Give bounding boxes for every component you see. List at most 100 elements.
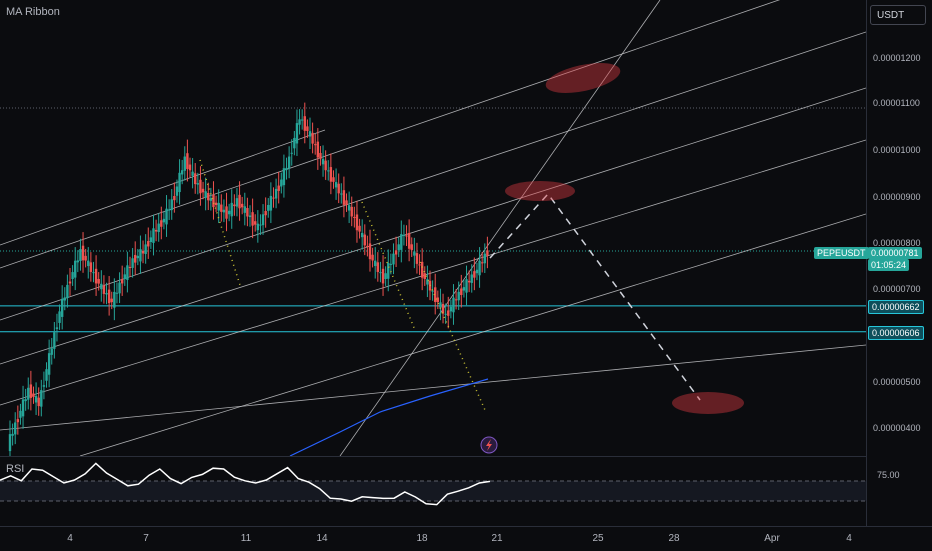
candle-body — [256, 223, 260, 231]
candle-body — [235, 198, 239, 207]
candle-body — [397, 244, 400, 251]
rsi-tick: 75.00 — [877, 470, 900, 480]
candle-body — [131, 258, 134, 268]
candle-body — [194, 173, 197, 185]
chart-annotations[interactable] — [199, 57, 744, 457]
main-chart-svg[interactable] — [0, 0, 867, 464]
candle-body — [100, 283, 103, 290]
candle-body — [447, 310, 450, 316]
price-tick: 0.00000400 — [873, 423, 921, 433]
candle-body — [269, 195, 273, 211]
candle-body — [230, 202, 233, 217]
candle-body — [449, 306, 453, 312]
candle-body — [332, 177, 335, 182]
time-axis[interactable]: 4 7 11 14 18 21 25 28 Apr 4 — [0, 526, 932, 551]
candle-body — [102, 285, 106, 294]
candle-body — [34, 395, 38, 403]
rsi-title[interactable]: RSI — [6, 463, 25, 475]
candle-body — [92, 272, 95, 274]
yellow-dotted-line — [361, 201, 416, 331]
candle-body — [220, 204, 223, 212]
candle-body — [327, 170, 330, 172]
candle-body — [21, 399, 25, 417]
candle-body — [110, 298, 113, 303]
highlight-ellipse — [505, 181, 575, 201]
candle-body — [384, 273, 387, 279]
candle-body — [431, 290, 434, 292]
candle-body — [60, 298, 64, 317]
candle-body — [298, 119, 301, 125]
candle-body — [444, 313, 447, 315]
candle-body — [277, 185, 280, 191]
candle-body — [152, 228, 155, 243]
time-tick: 4 — [846, 533, 852, 544]
candle-body — [24, 399, 27, 402]
candle-body — [334, 182, 338, 188]
candle-body — [204, 191, 207, 198]
price-tick: 0.00000700 — [873, 284, 921, 294]
candle-body — [120, 279, 124, 284]
currency-button[interactable]: USDT — [870, 5, 926, 25]
projection-path — [489, 192, 701, 401]
candle-body — [303, 116, 306, 131]
candle-body — [87, 260, 90, 267]
candle-body — [141, 250, 145, 254]
candle-body — [282, 168, 286, 186]
candle-body — [376, 262, 380, 272]
trend-line — [0, 31, 867, 321]
candle-body — [45, 369, 48, 381]
candle-body — [173, 195, 176, 201]
candle-body — [139, 249, 142, 262]
candle-body — [342, 190, 346, 205]
candle-body — [287, 156, 291, 169]
candle-body — [423, 273, 426, 279]
trend-lines[interactable] — [0, 0, 867, 457]
candle-body — [285, 167, 288, 170]
candle-body — [379, 272, 382, 274]
candle-body — [207, 192, 210, 201]
candle-body — [201, 188, 205, 193]
main-chart-pane[interactable] — [0, 0, 867, 464]
candle-body — [191, 171, 194, 176]
candle-body — [345, 200, 348, 205]
candle-body — [183, 156, 186, 171]
candle-body — [415, 253, 419, 264]
candle-body — [371, 254, 374, 261]
candle-body — [243, 206, 246, 213]
candle-body — [457, 291, 460, 301]
trend-line — [0, 139, 867, 406]
price-tick: 0.00000500 — [873, 377, 921, 387]
candle-body — [217, 202, 220, 211]
rsi-pane[interactable] — [0, 456, 866, 527]
candle-body — [366, 245, 369, 247]
candle-body — [470, 274, 473, 283]
candle-body — [47, 353, 51, 375]
candle-body — [410, 244, 413, 251]
candle-body — [340, 193, 343, 195]
lightning-icon-bolt — [486, 439, 492, 451]
candle-body — [94, 268, 98, 284]
candle-body — [254, 221, 257, 225]
candle-body — [407, 232, 411, 249]
candle-body — [316, 141, 320, 158]
candle-body — [480, 262, 484, 264]
candle-body — [180, 170, 184, 175]
candle-body — [290, 152, 293, 154]
indicator-title[interactable]: MA Ribbon — [6, 6, 60, 18]
candle-body — [353, 217, 356, 219]
candle-body — [55, 327, 59, 329]
current-price-tag: 0.00000781 — [868, 247, 922, 259]
level-tag: 0.00000662 — [868, 300, 924, 314]
candle-body — [394, 250, 398, 255]
candle-body — [478, 260, 481, 276]
candle-body — [84, 255, 87, 261]
candle-body — [37, 397, 40, 407]
candle-body — [89, 262, 93, 272]
time-tick: 18 — [416, 533, 428, 544]
candle-body — [178, 172, 181, 193]
candle-body — [413, 251, 416, 256]
candle-body — [363, 234, 366, 246]
candle-body — [321, 158, 325, 165]
candle-body — [300, 119, 304, 121]
candle-body — [329, 167, 333, 182]
